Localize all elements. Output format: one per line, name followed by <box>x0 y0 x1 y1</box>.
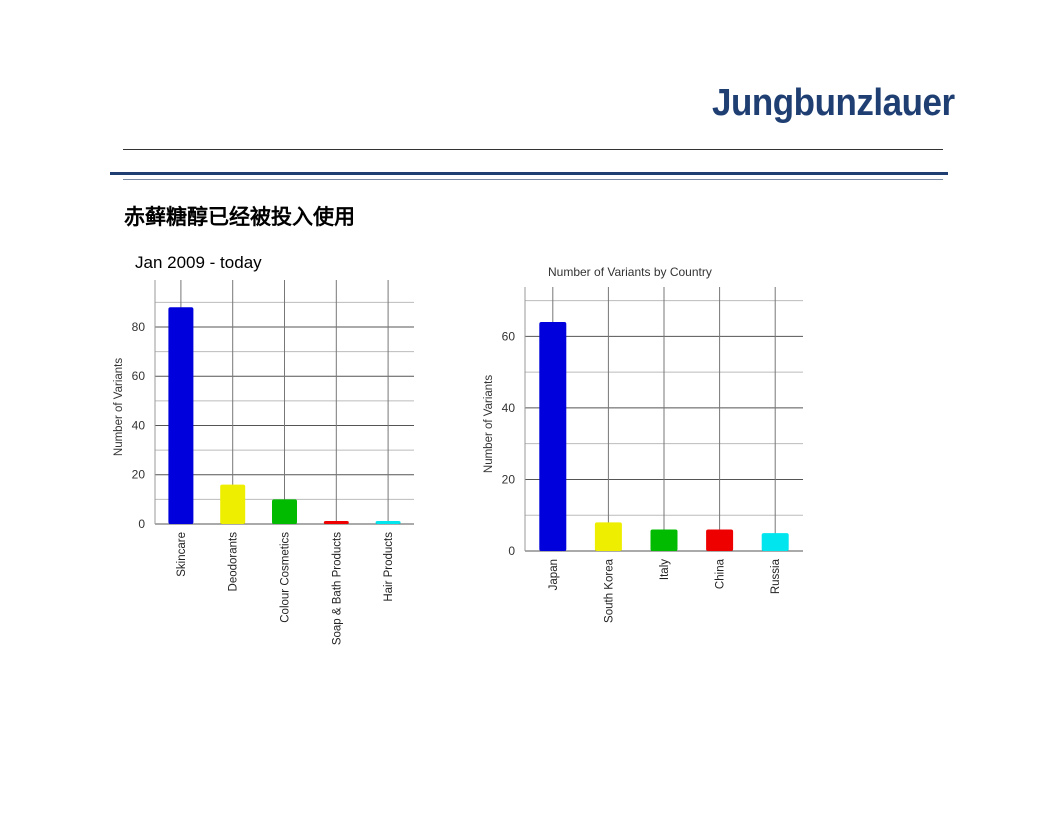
bar-japan <box>539 322 567 551</box>
x-tick-label: Japan <box>548 559 560 590</box>
y-axis-label: Number of Variants <box>483 375 495 473</box>
slide-heading: 赤藓糖醇已经被投入使用 <box>124 205 355 229</box>
x-tick-label: Soap & Bath Products <box>331 532 343 645</box>
x-tick-label: Colour Cosmetics <box>280 532 292 623</box>
bar-russia <box>761 533 789 551</box>
bar-deodorants <box>220 484 246 524</box>
header-rule-top <box>123 149 943 150</box>
x-tick-label: Hair Products <box>383 532 395 602</box>
header-rule-blue <box>110 172 948 175</box>
y-tick-label: 0 <box>138 517 145 531</box>
y-tick-label: 20 <box>132 468 146 482</box>
y-tick-label: 80 <box>132 320 146 334</box>
bar-china <box>706 529 734 551</box>
chart-variants-by-country: Number of Variants by Country 0 20 40 60 Numb… <box>483 265 803 623</box>
y-tick-label: 60 <box>502 329 516 343</box>
x-tick-label: South Korea <box>603 558 615 623</box>
x-tick-label: China <box>715 558 727 589</box>
bar-colour-cosmetics <box>272 499 297 524</box>
y-tick-label: 60 <box>132 369 146 383</box>
y-tick-label: 0 <box>508 544 515 558</box>
chart-title: Jan 2009 - today <box>135 253 262 272</box>
company-logo: Jungbunzlauer <box>712 82 955 124</box>
header-rule-bottom <box>123 179 943 180</box>
y-tick-label: 40 <box>502 401 516 415</box>
bar-italy <box>650 529 678 551</box>
chart-title: Number of Variants by Country <box>548 265 712 279</box>
y-tick-label: 40 <box>132 418 146 432</box>
x-tick-label: Italy <box>659 559 671 580</box>
bar-soap-bath-products <box>323 521 349 524</box>
bar-hair-products <box>375 521 401 524</box>
x-tick-label: Russia <box>770 558 782 594</box>
x-tick-label: Deodorants <box>228 532 240 592</box>
y-axis-label: Number of Variants <box>113 358 125 456</box>
y-tick-label: 20 <box>502 472 516 486</box>
bar-south-korea <box>594 522 622 551</box>
x-tick-label: Skincare <box>176 532 188 577</box>
chart-variants-by-category: Jan 2009 - today 0 20 40 60 80 Number of Varia… <box>113 253 414 645</box>
bar-skincare <box>168 307 194 524</box>
